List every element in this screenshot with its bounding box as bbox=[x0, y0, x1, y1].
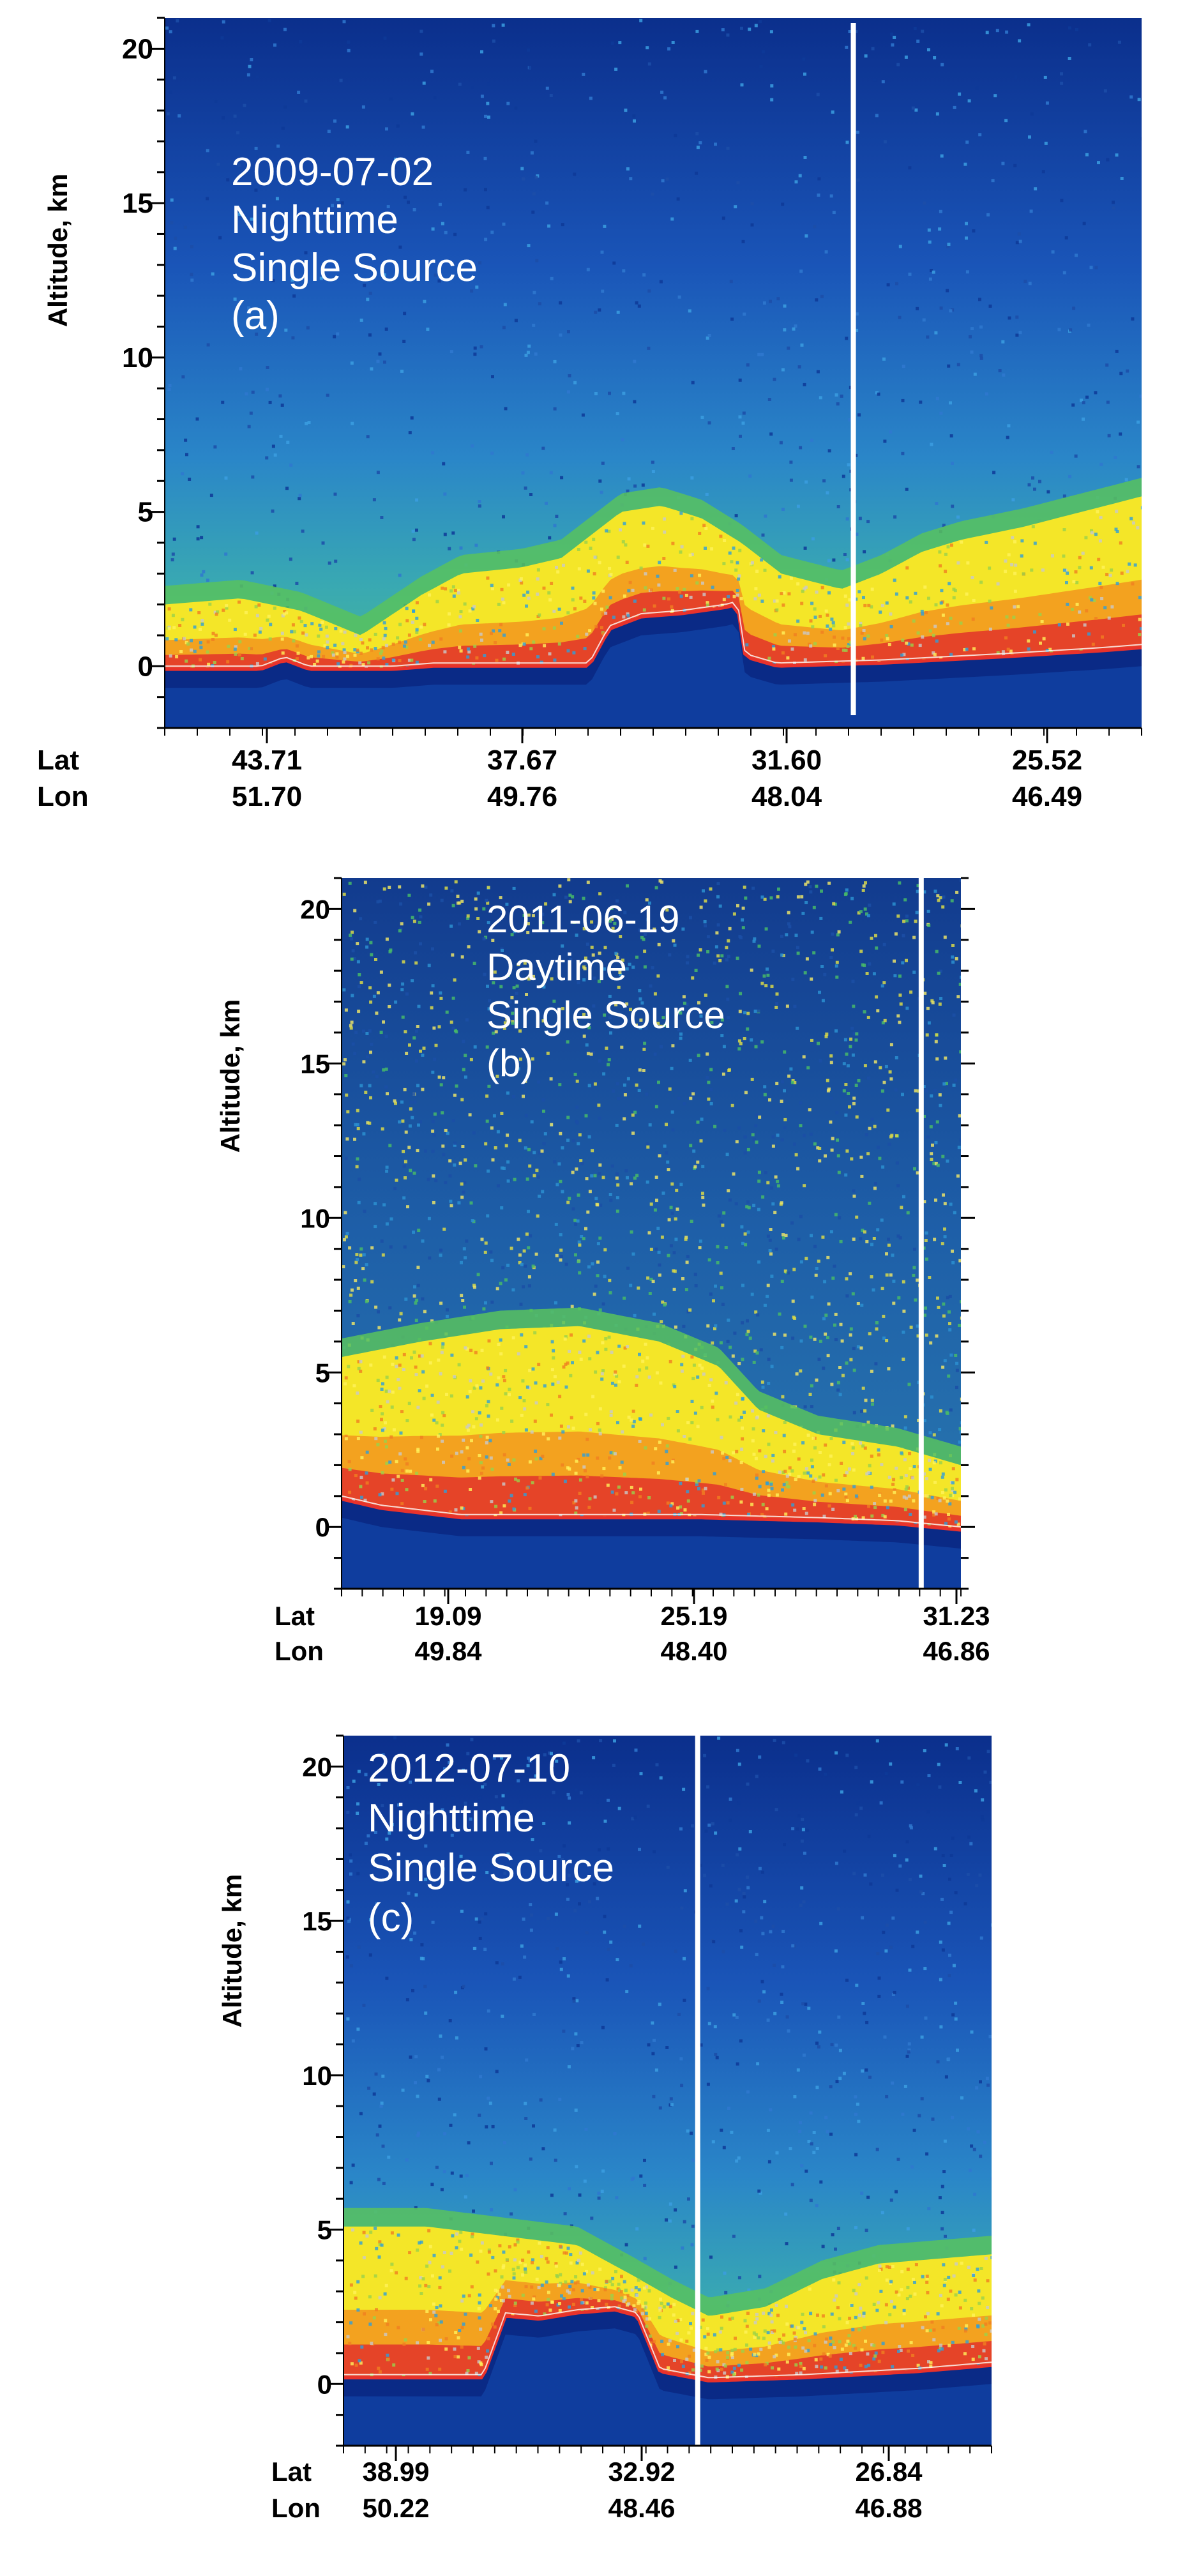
y-tick-label: 20 bbox=[122, 33, 153, 64]
aerosol-speckle bbox=[346, 2226, 992, 2381]
x-tick-label-lat: 31.23 bbox=[923, 1601, 990, 1631]
surface-return-highlight bbox=[165, 602, 1142, 667]
y-tick-label: 15 bbox=[300, 1049, 330, 1079]
y-tick-label: 0 bbox=[138, 651, 153, 682]
x-tick-label-lon: 48.40 bbox=[660, 1636, 727, 1666]
y-tick-label: 0 bbox=[317, 2369, 332, 2399]
y-axis: 0 5 10 15 20 bbox=[302, 1734, 344, 2447]
y-axis-label: Altitude, km bbox=[43, 174, 73, 327]
panel-annotation-line: Single Source bbox=[231, 246, 478, 290]
y-tick-label: 10 bbox=[122, 342, 153, 374]
aerosol-core-layer bbox=[165, 590, 1142, 670]
x-row-label-lat: Lat bbox=[271, 2457, 312, 2487]
panel-annotation-line: (b) bbox=[487, 1042, 533, 1084]
surface-return-line bbox=[165, 603, 1142, 671]
x-tick-label-lat: 38.99 bbox=[362, 2457, 429, 2487]
aerosol-core-layer bbox=[344, 2298, 992, 2381]
y-tick-label: 5 bbox=[138, 497, 153, 528]
x-tick-label-lon: 46.88 bbox=[855, 2493, 922, 2523]
y-axis-label: Altitude, km bbox=[217, 1874, 247, 2027]
panel-annotation-line: Single Source bbox=[368, 1846, 614, 1890]
surface-return-line bbox=[344, 2308, 992, 2383]
y-tick-label: 5 bbox=[317, 2215, 332, 2245]
x-tick-label-lat: 37.67 bbox=[487, 745, 557, 776]
surface-return-line bbox=[342, 1497, 961, 1532]
x-tick-label-lat: 25.52 bbox=[1012, 745, 1082, 776]
chart-panel-2: 0 5 10 15 20 Altitude, km Lat Lon 19.09 49.84 25.1… bbox=[215, 877, 990, 1666]
x-axis: Lat Lon 43.71 51.70 37.67 49.76 31.60 48.04 25.5… bbox=[37, 727, 1142, 812]
y-tick-label: 5 bbox=[315, 1358, 330, 1388]
y-tick-label: 15 bbox=[302, 1906, 332, 1936]
panel-annotation-line: Nighttime bbox=[368, 1796, 535, 1840]
y-tick-label: 20 bbox=[302, 1752, 332, 1782]
y-axis-label: Altitude, km bbox=[215, 999, 245, 1153]
panel-annotation-line: (c) bbox=[368, 1896, 414, 1940]
panel-annotation-line: 2011-06-19 bbox=[487, 898, 679, 941]
x-tick-label-lon: 48.46 bbox=[608, 2493, 675, 2523]
x-tick-label-lon: 50.22 bbox=[362, 2493, 429, 2523]
x-row-label-lon: Lon bbox=[275, 1636, 324, 1666]
x-tick-label-lat: 26.84 bbox=[855, 2457, 923, 2487]
y-tick-label: 10 bbox=[300, 1203, 330, 1233]
x-row-label-lon: Lon bbox=[37, 781, 89, 812]
y-tick-label: 15 bbox=[122, 188, 153, 219]
x-row-label-lat: Lat bbox=[275, 1601, 315, 1631]
x-tick-label-lon: 48.04 bbox=[751, 781, 822, 812]
x-tick-label-lon: 51.70 bbox=[232, 781, 302, 812]
x-tick-label-lat: 19.09 bbox=[414, 1601, 481, 1631]
y-tick-label: 20 bbox=[300, 894, 330, 924]
x-row-label-lon: Lon bbox=[271, 2493, 321, 2523]
y-tick-label: 10 bbox=[302, 2061, 332, 2091]
panel-annotation-line: Nighttime bbox=[231, 198, 398, 242]
panel-annotation-line: (a) bbox=[231, 294, 280, 338]
x-axis: Lat Lon 38.99 50.22 32.92 48.46 26.84 46.88 bbox=[271, 2444, 992, 2523]
x-tick-label-lon: 46.49 bbox=[1012, 781, 1082, 812]
panel-annotation-line: 2009-07-02 bbox=[231, 150, 434, 194]
x-tick-label-lat: 43.71 bbox=[232, 745, 302, 776]
surface-return-highlight bbox=[342, 1495, 961, 1528]
chart-panel-1: 0 5 10 15 20 Altitude, km Lat Lon 43.71 51.70 37.6… bbox=[37, 17, 1142, 812]
y-axis: 0 5 10 15 20 bbox=[122, 17, 165, 729]
panel-annotation-line: 2012-07-10 bbox=[368, 1746, 570, 1791]
x-axis: Lat Lon 19.09 49.84 25.19 48.40 31.23 46.86 bbox=[275, 1587, 990, 1666]
y-tick-label: 0 bbox=[315, 1512, 330, 1542]
x-tick-label-lat: 32.92 bbox=[608, 2457, 675, 2487]
x-tick-label-lon: 49.84 bbox=[414, 1636, 482, 1666]
x-tick-label-lat: 25.19 bbox=[660, 1601, 727, 1631]
panel-annotation-line: Daytime bbox=[487, 946, 627, 989]
y-axis: 0 5 10 15 20 bbox=[300, 877, 975, 1590]
x-tick-label-lon: 46.86 bbox=[923, 1636, 990, 1666]
surface-return-highlight bbox=[344, 2306, 992, 2379]
x-row-label-lat: Lat bbox=[37, 745, 79, 776]
chart-panel-3: 0 5 10 15 20 Altitude, km Lat Lon 38.99 50.22 32.9… bbox=[217, 1734, 992, 2523]
x-tick-label-lon: 49.76 bbox=[487, 781, 557, 812]
panel-annotation-line: Single Source bbox=[487, 994, 725, 1036]
x-tick-label-lat: 31.60 bbox=[751, 745, 822, 776]
